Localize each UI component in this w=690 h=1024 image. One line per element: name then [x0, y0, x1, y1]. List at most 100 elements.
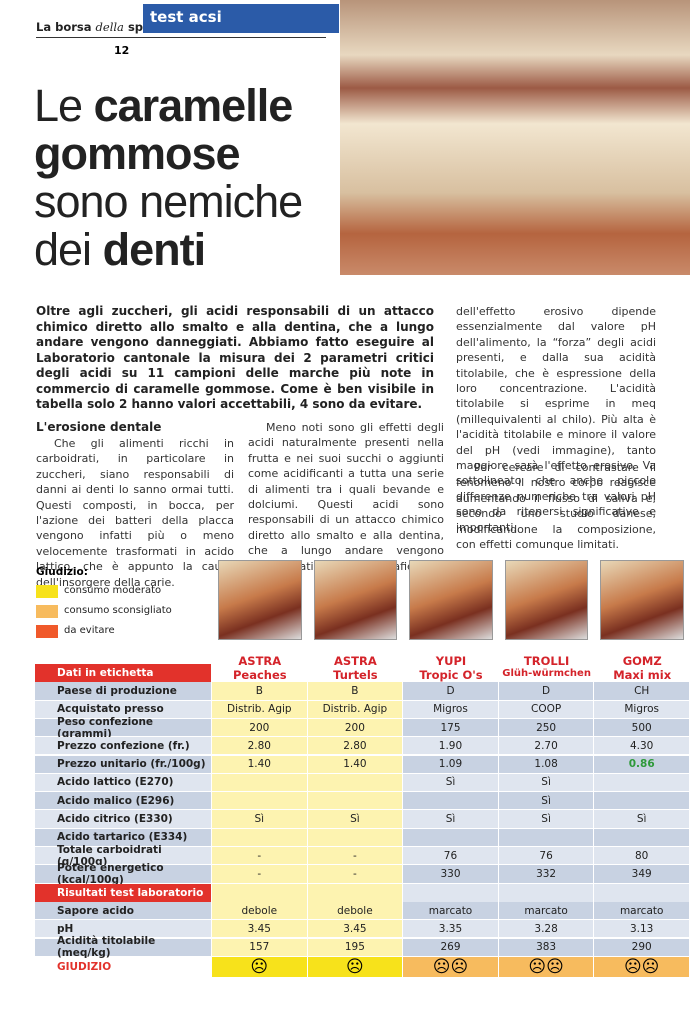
table-cell: [307, 773, 403, 793]
table-cell: 1.08: [498, 755, 594, 774]
row-label: pH: [35, 920, 211, 939]
row-label: Acido tartarico (E334): [35, 828, 211, 847]
table-cell: 290: [594, 938, 689, 957]
product-brand: TROLLI: [523, 654, 570, 668]
table-cell: [212, 773, 307, 793]
table-cell: 2.70: [498, 737, 594, 756]
table-cell: 200: [307, 718, 403, 738]
title-bold: caramelle: [93, 80, 294, 131]
row-label: Acidità titolabile (meq/kg): [35, 935, 211, 959]
table-cell: 349: [594, 865, 689, 884]
lead: Oltre agli zuccheri, gli acidi responsab…: [36, 304, 434, 411]
row-label: Sapore acido: [35, 901, 211, 921]
verdict-face: ☹: [212, 956, 307, 977]
row-label: Acquistato presso: [35, 700, 211, 719]
table-cell: 3.35: [403, 920, 498, 939]
row-label: Prezzo confezione (fr.): [35, 737, 211, 756]
legend-label: consumo sconsigliato: [64, 605, 172, 616]
teeth-photo: [340, 0, 690, 275]
product-brand: GOMZ: [622, 654, 662, 668]
row-label: Acido malico (E296): [35, 792, 211, 811]
body-text: dell'effetto erosivo dipende essenzialme…: [456, 305, 656, 534]
table-cell: Distrib. Agip: [307, 700, 403, 719]
table-cell: -: [212, 847, 307, 866]
table-cell: [403, 792, 498, 811]
table-cell: [594, 792, 689, 811]
table-cell: [212, 828, 307, 847]
table-cell: 200: [212, 718, 307, 738]
table-cell: Distrib. Agip: [212, 700, 307, 719]
table-cell: debole: [212, 901, 307, 921]
table-section-header: Dati in etichetta: [35, 664, 211, 683]
product-photo: [218, 560, 302, 640]
product-brand: ASTRA: [238, 654, 282, 668]
table-cell: [212, 792, 307, 811]
title-line: gommose: [34, 130, 302, 178]
table-cell: 4.30: [594, 737, 689, 756]
verdict-face: ☹: [307, 956, 403, 977]
title-line: Le caramelle: [34, 82, 302, 130]
table-cell: -: [307, 865, 403, 884]
table-cell: marcato: [498, 901, 594, 921]
table-cell: marcato: [594, 901, 689, 921]
table-cell: Migros: [403, 700, 498, 719]
legend-label: consumo moderato: [64, 585, 162, 596]
table-cell: Sì: [403, 810, 498, 829]
table-cell: 195: [307, 938, 403, 957]
table-cell: 1.40: [307, 755, 403, 774]
table-cell: 157: [212, 938, 307, 957]
table-cell: Sì: [403, 773, 498, 793]
table-cell: 269: [403, 938, 498, 957]
table-cell: 76: [498, 847, 594, 866]
table-cell: debole: [307, 901, 403, 921]
body-text: Per cercare di contrastare il fenomeno i…: [456, 461, 656, 552]
legend-swatch: [36, 585, 58, 598]
product-photo: [600, 560, 684, 640]
product-photo: [504, 560, 589, 640]
table-cell: [594, 828, 689, 847]
legend-label: da evitare: [64, 625, 115, 636]
table-cell: 1.90: [403, 737, 498, 756]
table-cell: 500: [594, 718, 689, 738]
row-label: Totale carboidrati (g/100g): [35, 844, 211, 868]
table-cell: [307, 792, 403, 811]
table-cell: 175: [403, 718, 498, 738]
table-cell: 0.86: [594, 755, 689, 774]
table-cell: 2.80: [212, 737, 307, 756]
product-photo: [313, 560, 398, 640]
table-cell: 250: [498, 718, 594, 738]
table-cell: [212, 883, 307, 902]
row-label: Prezzo unitario (fr./100g): [35, 755, 211, 774]
table-cell: [498, 883, 594, 902]
table-section-header: Risultati test laboratorio: [35, 883, 211, 902]
rule: [36, 37, 326, 38]
table-cell: D: [403, 682, 498, 701]
table-cell: 80: [594, 847, 689, 866]
product-brand: YUPI: [435, 654, 467, 668]
table-cell: 3.28: [498, 920, 594, 939]
title-line: dei denti: [34, 226, 302, 274]
table-cell: [594, 883, 689, 902]
table-cell: [498, 828, 594, 847]
section-label: test acsi: [150, 8, 222, 26]
table-cell: B: [212, 682, 307, 701]
table-cell: Sì: [212, 810, 307, 829]
table-cell: 3.45: [212, 920, 307, 939]
table-cell: [403, 828, 498, 847]
table-cell: Sì: [307, 810, 403, 829]
table-cell: COOP: [498, 700, 594, 719]
title-line: sono nemiche: [34, 176, 303, 227]
title-bold: gommose: [34, 128, 241, 179]
verdict-label: GIUDIZIO: [57, 960, 112, 973]
table-cell: Sì: [498, 773, 594, 793]
legend-title: Giudizio:: [36, 566, 88, 578]
body-text: Che gli alimenti ricchi in carboidrati, …: [36, 437, 234, 589]
title-light: sono nemiche: [34, 176, 303, 227]
title-light: dei: [34, 224, 92, 275]
product-name: Glüh-würmchen: [502, 668, 591, 679]
table-cell: 330: [403, 865, 498, 884]
product-photo: [409, 560, 493, 640]
legend-swatch: [36, 605, 58, 618]
product-name: Turtels: [333, 668, 378, 682]
section-bar: [143, 4, 339, 33]
